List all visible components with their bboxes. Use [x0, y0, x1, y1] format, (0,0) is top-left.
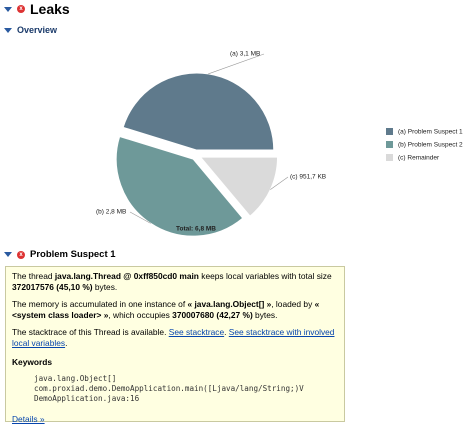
text: bytes. [92, 282, 118, 292]
text: The memory is accumulated in one instanc… [12, 299, 188, 309]
total-label: Total: 6,8 MB [176, 226, 216, 233]
paragraph: The memory is accumulated in one instanc… [12, 299, 338, 321]
leader-line [270, 176, 289, 190]
link[interactable]: See stacktrace [168, 327, 225, 337]
text: . [224, 327, 229, 337]
pie-slice [115, 135, 244, 237]
legend-label: (c) Remainder [398, 155, 440, 162]
link[interactable]: Details » [12, 414, 45, 424]
text: 370007680 (42,27 %) [172, 310, 253, 320]
link[interactable]: See stacktrace with involved local varia… [12, 327, 335, 348]
legend-swatch [386, 141, 393, 148]
leader-line [208, 53, 265, 75]
pie-chart: (a) 3,1 MB (a) Problem Suspect 1 (b) 2,8 M… [96, 51, 463, 237]
text: « java.lang.Object[] » [187, 299, 272, 309]
text: The stacktrace of this Thread is availab… [12, 327, 169, 337]
section-header: x Leaks [4, 1, 70, 17]
suspect-box: The thread java.lang.Thread @ 0xff850cd0… [5, 266, 345, 424]
legend-label: (b) Problem Suspect 2 [398, 142, 463, 149]
subsection-header: Overview [4, 25, 57, 35]
text: java.lang.Thread @ 0xff850cd0 main [54, 271, 199, 281]
text: . [65, 338, 68, 348]
legend-swatch [386, 154, 393, 161]
slice-label: (a) 3,1 MB [230, 51, 260, 58]
leader-line [129, 211, 151, 224]
title: Leaks [30, 1, 70, 17]
keyword: com.proxiad.demo.DemoApplication.main([L… [34, 384, 304, 393]
text: bytes. [252, 310, 278, 320]
text: 372017576 (45,10 %) [12, 282, 93, 292]
text: keeps local variables with total size [198, 271, 332, 281]
slice-label: (c) 951,7 KB [290, 174, 326, 181]
keyword: java.lang.Object[] [34, 374, 117, 383]
pie-slice [122, 72, 275, 151]
text: « <system class loader> » [12, 299, 320, 320]
overview-title: Overview [17, 25, 58, 35]
subsection-header: x Problem Suspect 1 [4, 249, 116, 260]
legend-label: (a) Problem Suspect 1 [398, 129, 463, 136]
legend-swatch [386, 128, 393, 135]
slice-label: (b) 2,8 MB [96, 209, 126, 216]
paragraph: The stacktrace of this Thread is availab… [12, 327, 338, 349]
keywords-title: Keywords [12, 357, 53, 367]
text: The thread [12, 271, 55, 281]
keyword: DemoApplication.java:16 [34, 394, 140, 403]
pie-slice [199, 156, 279, 217]
suspect-title: Problem Suspect 1 [30, 249, 116, 260]
paragraph: The thread java.lang.Thread @ 0xff850cd0… [12, 271, 338, 293]
text: , which occupies [108, 310, 173, 320]
text: , loaded by [271, 299, 315, 309]
